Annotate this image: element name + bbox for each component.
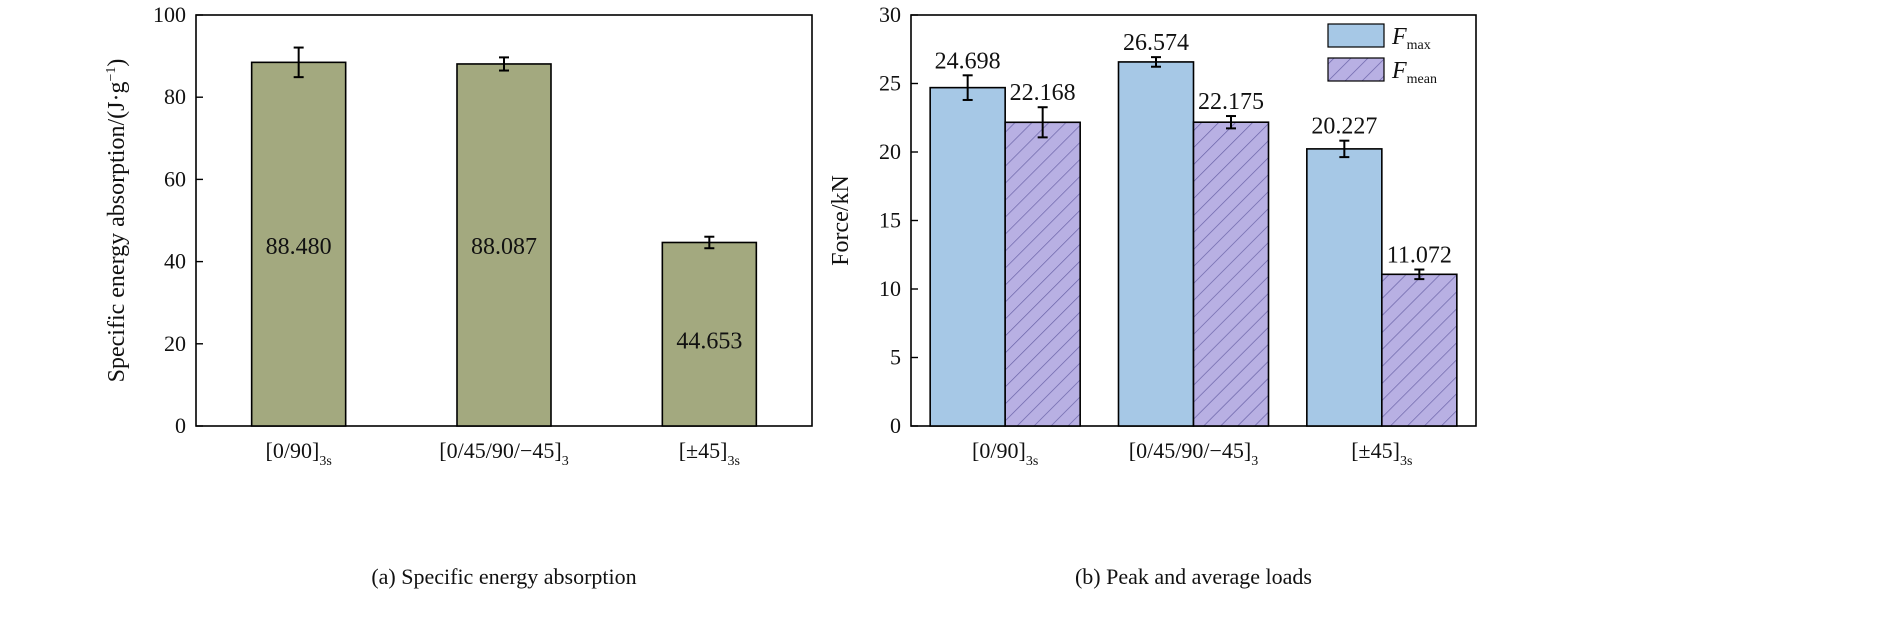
- bar-fmean-1: [1192, 121, 1270, 427]
- xtick-label-b-0: [0/90]3s: [972, 438, 1038, 469]
- panel-a: 020406080100[0/90]3s88.480[0/45/90/−45]3…: [104, 2, 813, 589]
- xtick-label-b-2-main: [±45]: [1351, 438, 1400, 463]
- ylabel-a-main: Specific energy absorption/(J·g: [104, 82, 130, 383]
- xtick-label-a-2-main: [±45]: [679, 438, 728, 463]
- legend-label-fmax-main: F: [1391, 24, 1407, 50]
- xtick-label-a-1-main: [0/45/90/−45]: [439, 438, 561, 463]
- xtick-label-a-1-sub: 3: [562, 454, 569, 469]
- value-label-fmean-1: 22.175: [1198, 89, 1264, 115]
- ytick-label-a-4: 80: [164, 84, 186, 109]
- bar-fmean-0: [1004, 121, 1081, 427]
- xtick-label-a-0-main: [0/90]: [266, 438, 320, 463]
- ylabel-a-sup: −1: [104, 67, 119, 82]
- xtick-label-a-0: [0/90]3s: [266, 438, 332, 469]
- legend-label-fmean-main: F: [1391, 58, 1407, 84]
- xtick-label-a-2: [±45]3s: [679, 438, 740, 469]
- bar-fmax-1: [1117, 61, 1195, 427]
- value-label-fmax-1: 26.574: [1123, 30, 1189, 56]
- ytick-label-b-0: 0: [890, 413, 901, 438]
- ytick-label-a-1: 20: [164, 331, 186, 356]
- caption-b: (b) Peak and average loads: [1075, 564, 1312, 589]
- xtick-label-b-1-sub: 3: [1251, 454, 1258, 469]
- errorbar-fmean-0: [1037, 106, 1048, 139]
- value-label-fmean-2: 11.072: [1387, 243, 1452, 269]
- xtick-label-b-1: [0/45/90/−45]3: [1129, 438, 1258, 469]
- bar-a-0: [250, 61, 347, 427]
- panel-b: 051015202530[0/90]3s24.69822.168[0/45/90…: [828, 2, 1477, 589]
- bar-a-1: [456, 63, 552, 427]
- xtick-label-b-0-main: [0/90]: [972, 438, 1026, 463]
- errorbar-fmean-2: [1414, 268, 1425, 281]
- xtick-label-b-2: [±45]3s: [1351, 438, 1412, 469]
- errorbar-fmax-2: [1339, 139, 1350, 159]
- value-label-a-0: 88.480: [266, 234, 332, 260]
- errorbar-fmean-1: [1226, 115, 1236, 130]
- xtick-label-b-2-sub: 3s: [1400, 454, 1412, 469]
- ytick-label-a-3: 60: [164, 166, 186, 191]
- errorbar-fmax-1: [1151, 56, 1161, 68]
- bar-fmean-2: [1381, 273, 1458, 427]
- value-label-fmax-2: 20.227: [1311, 114, 1377, 140]
- legend-swatch-fmean: [1327, 57, 1385, 82]
- bar-fmax-0: [929, 86, 1006, 427]
- ylabel-a: Specific energy absorption/(J·g−1): [104, 59, 130, 383]
- legend-swatch-fmax: [1327, 23, 1385, 48]
- ylabel-a-tail: ): [104, 59, 130, 67]
- ytick-label-b-2: 10: [879, 276, 901, 301]
- legend-label-fmean-sub: mean: [1407, 72, 1437, 87]
- legend-label-fmean: Fmean: [1391, 58, 1437, 87]
- ytick-label-a-5: 100: [153, 2, 186, 27]
- value-label-a-1: 88.087: [471, 234, 537, 260]
- legend-label-fmax: Fmax: [1391, 24, 1431, 53]
- xtick-label-a-2-sub: 3s: [727, 454, 739, 469]
- ytick-label-b-6: 30: [879, 2, 901, 27]
- bar-fmax-2: [1306, 148, 1383, 427]
- xtick-label-a-1: [0/45/90/−45]3: [439, 438, 568, 469]
- errorbar-a-2: [704, 235, 715, 250]
- xtick-label-b-0-sub: 3s: [1026, 454, 1038, 469]
- ylabel-b: Force/kN: [828, 175, 854, 266]
- value-label-a-2: 44.653: [676, 329, 742, 355]
- value-label-fmean-0: 22.168: [1010, 80, 1076, 106]
- ytick-label-b-3: 15: [879, 208, 901, 233]
- legend-label-fmax-sub: max: [1407, 38, 1431, 53]
- xtick-label-a-0-sub: 3s: [319, 454, 331, 469]
- ytick-label-b-1: 5: [890, 345, 901, 370]
- ytick-label-a-2: 40: [164, 249, 186, 274]
- xtick-label-b-1-main: [0/45/90/−45]: [1129, 438, 1251, 463]
- value-label-fmax-0: 24.698: [935, 48, 1001, 74]
- caption-a: (a) Specific energy absorption: [371, 564, 636, 589]
- errorbar-a-1: [499, 56, 509, 72]
- ytick-label-b-5: 25: [879, 71, 901, 96]
- errorbar-a-0: [293, 46, 304, 79]
- ytick-label-a-0: 0: [175, 413, 186, 438]
- ytick-label-b-4: 20: [879, 139, 901, 164]
- errorbar-fmax-0: [962, 74, 973, 101]
